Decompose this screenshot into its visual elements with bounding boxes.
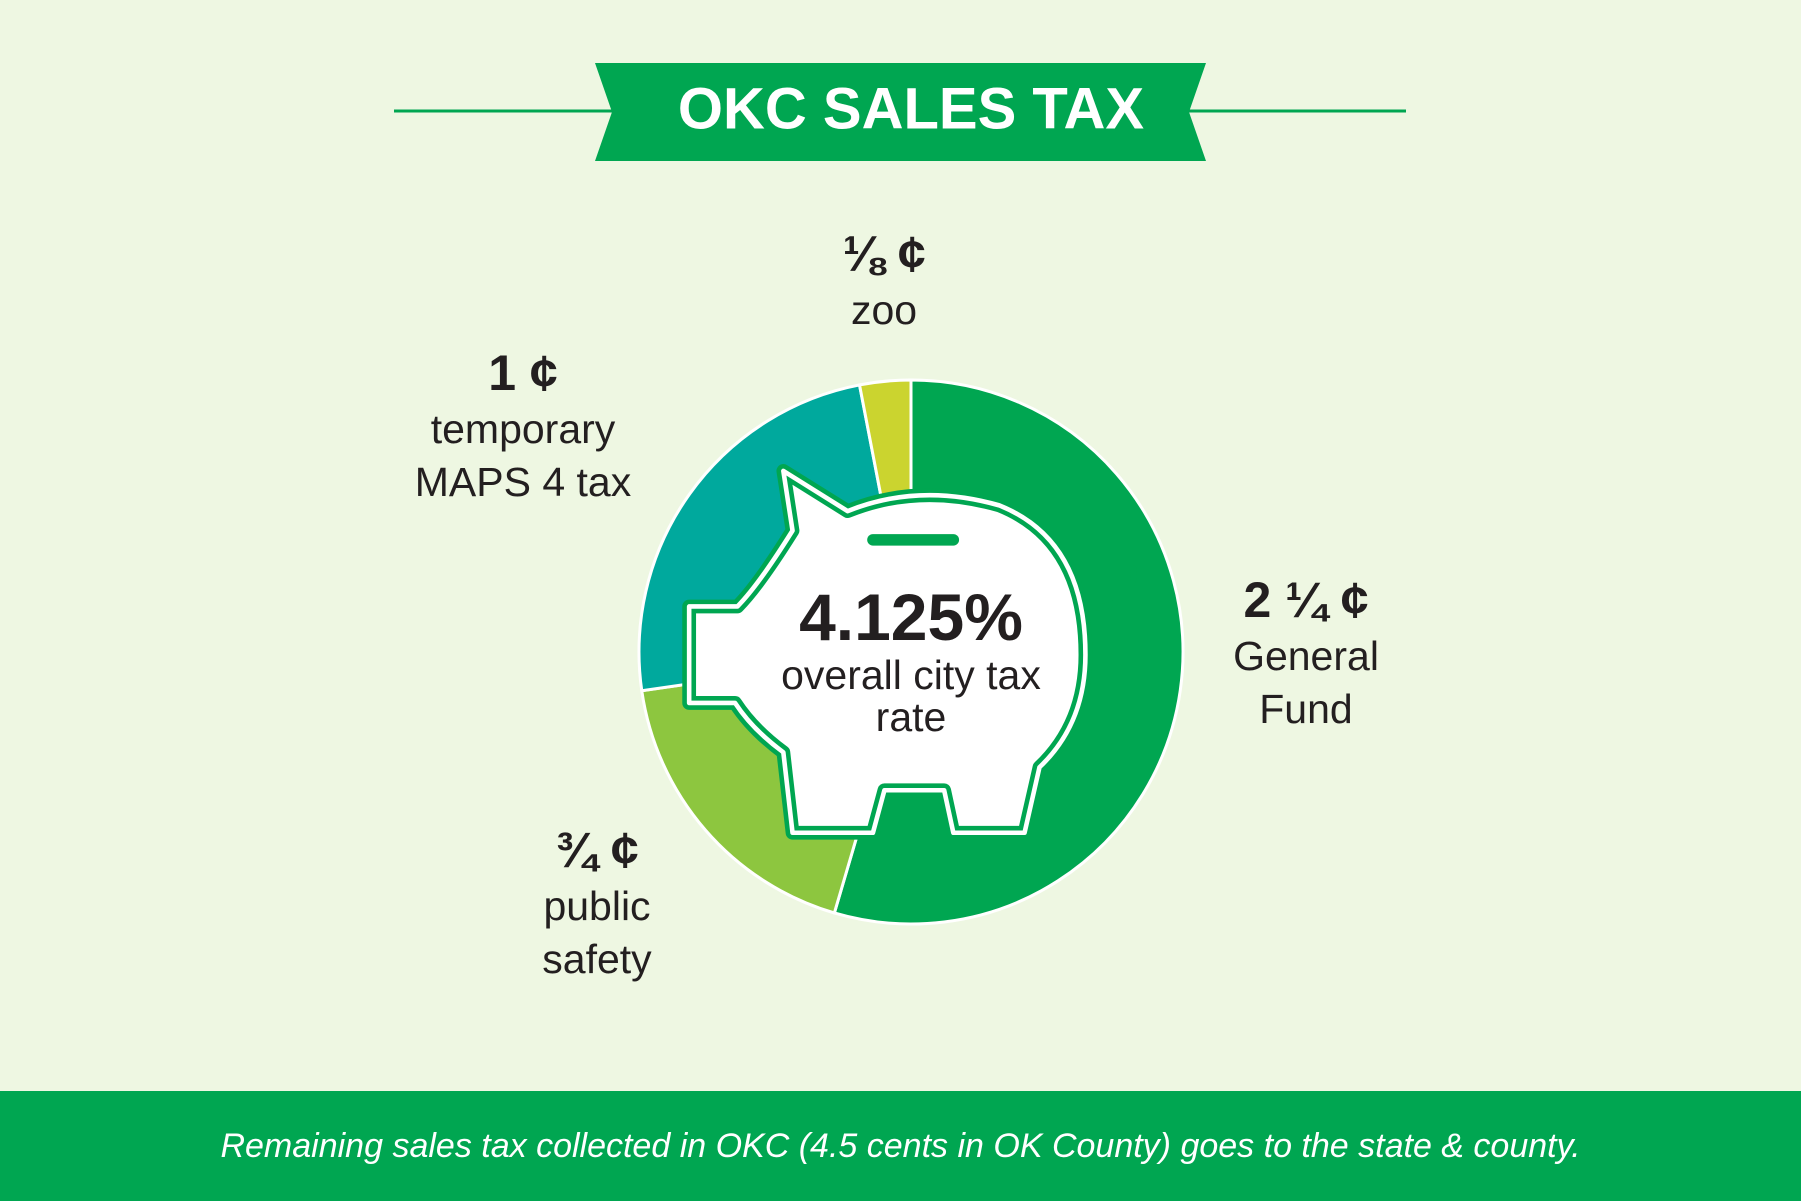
footnote: Remaining sales tax collected in OKC (4.… <box>220 1127 1581 1165</box>
pig-inner-outline <box>686 468 1088 836</box>
footer: Remaining sales tax collected in OKC (4.… <box>0 1091 1801 1201</box>
center-value: 4.125% <box>799 580 1023 654</box>
slice-label: 1 ¢ temporary MAPS 4 tax <box>388 343 658 509</box>
center-label: overall city tax rate <box>781 652 1041 740</box>
category-label: public safety <box>542 883 652 982</box>
value-label: ¾ ¢ <box>555 822 639 878</box>
slice-label: ⅛ ¢ zoo <box>824 224 944 337</box>
title-banner <box>595 63 1206 161</box>
slice-label: 2 ¼ ¢ General Fund <box>1206 570 1406 736</box>
pig-tail <box>1076 565 1137 612</box>
value-label: 2 ¼ ¢ <box>1243 572 1369 628</box>
center-text: 4.125% overall city tax rate <box>776 580 1046 738</box>
piggy-bank <box>682 464 1137 840</box>
category-label: temporary MAPS 4 tax <box>414 406 632 505</box>
slice-label: ¾ ¢ public safety <box>512 820 682 986</box>
category-label: zoo <box>850 287 918 333</box>
value-label: ⅛ ¢ <box>842 226 926 282</box>
category-label: General Fund <box>1233 633 1379 732</box>
chart-title: OKC SALES TAX <box>678 76 1144 141</box>
value-label: 1 ¢ <box>488 345 558 401</box>
